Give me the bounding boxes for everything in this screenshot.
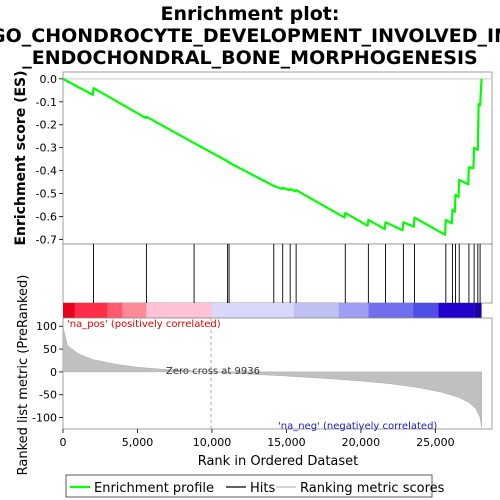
metric-panel: 100 50 0 -50 -100 Zero cross at 9936 'na_pos… <box>32 317 493 432</box>
legend-label-metric: Ranking metric scores <box>300 481 445 496</box>
colorbar-segment <box>413 303 439 318</box>
x-tick-label: 0 <box>60 436 67 449</box>
rank-colorbar <box>63 303 482 318</box>
colorbar-segment <box>338 303 369 318</box>
pos-label: 'na_pos' (positively correlated) <box>67 319 221 330</box>
legend-frame <box>65 474 433 498</box>
colorbar-segment <box>368 303 414 318</box>
colorbar-segment <box>211 303 294 318</box>
es-y-tick-label: -0.7 <box>36 233 57 246</box>
es-y-tick-label: -0.2 <box>36 119 57 132</box>
x-tick-label: 10,000 <box>193 436 232 449</box>
x-tick-label: 25,000 <box>416 436 455 449</box>
colorbar-segment <box>474 303 482 318</box>
es-panel: 0.0 -0.1 -0.2 -0.3 -0.4 -0.5 -0.6 -0.7 <box>36 71 493 246</box>
x-tick-label: 5,000 <box>122 436 154 449</box>
ranking-metric-area <box>62 327 482 428</box>
es-panel-frame <box>62 71 493 245</box>
enrichment-profile-line <box>62 77 483 236</box>
colorbar-segment <box>146 303 212 318</box>
hits-panel <box>62 243 493 304</box>
colorbar-segment <box>63 303 75 318</box>
metric-y-tick-label: -100 <box>32 412 57 425</box>
metric-y-ticks: 100 50 0 -50 -100 <box>32 320 63 425</box>
colorbar-segment <box>438 303 475 318</box>
metric-y-tick-label: 50 <box>43 343 57 356</box>
colorbar-segment <box>293 303 339 318</box>
es-y-tick-label: -0.4 <box>36 165 57 178</box>
x-tick-label: 15,000 <box>267 436 306 449</box>
es-y-axis-label: Enrichment score (ES) <box>13 70 29 245</box>
legend-label-enrichment: Enrichment profile <box>94 481 214 496</box>
legend-label-hits: Hits <box>250 481 275 496</box>
hit-lines <box>93 244 481 303</box>
chart-title-line-2: GO_CHONDROCYTE_DEVELOPMENT_INVOLVED_IN <box>0 25 500 47</box>
es-y-tick-label: -0.1 <box>36 96 57 109</box>
x-axis-label: Rank in Ordered Dataset <box>198 454 359 469</box>
hits-panel-frame <box>62 243 493 304</box>
zero-cross-label: Zero cross at 9936 <box>166 366 260 377</box>
legend: Enrichment profile Hits Ranking metric s… <box>65 474 445 498</box>
es-y-tick-label: -0.5 <box>36 188 57 201</box>
colorbar-segment <box>107 303 123 318</box>
es-y-tick-label: 0.0 <box>40 73 58 86</box>
es-y-tick-label: -0.3 <box>36 142 57 155</box>
neg-label: 'na_neg' (negatively correlated) <box>278 421 437 432</box>
chart-title-line-1: Enrichment plot: <box>161 3 340 25</box>
metric-y-tick-label: 100 <box>36 320 57 333</box>
metric-y-tick-label: 0 <box>50 366 57 379</box>
metric-y-tick-label: -50 <box>39 389 57 402</box>
es-y-tick-label: -0.6 <box>36 210 57 223</box>
colorbar-segment <box>74 303 108 318</box>
chart-title-line-3: _ENDOCHONDRAL_BONE_MORPHOGENESIS <box>22 47 478 69</box>
colorbar-segment <box>122 303 147 318</box>
x-tick-label: 20,000 <box>342 436 381 449</box>
x-ticks: 0 5,000 10,000 15,000 20,000 25,000 <box>60 429 455 449</box>
metric-y-axis-label: Ranked list metric (PreRanked) <box>16 275 31 476</box>
es-y-ticks: 0.0 -0.1 -0.2 -0.3 -0.4 -0.5 -0.6 -0.7 <box>36 73 63 246</box>
